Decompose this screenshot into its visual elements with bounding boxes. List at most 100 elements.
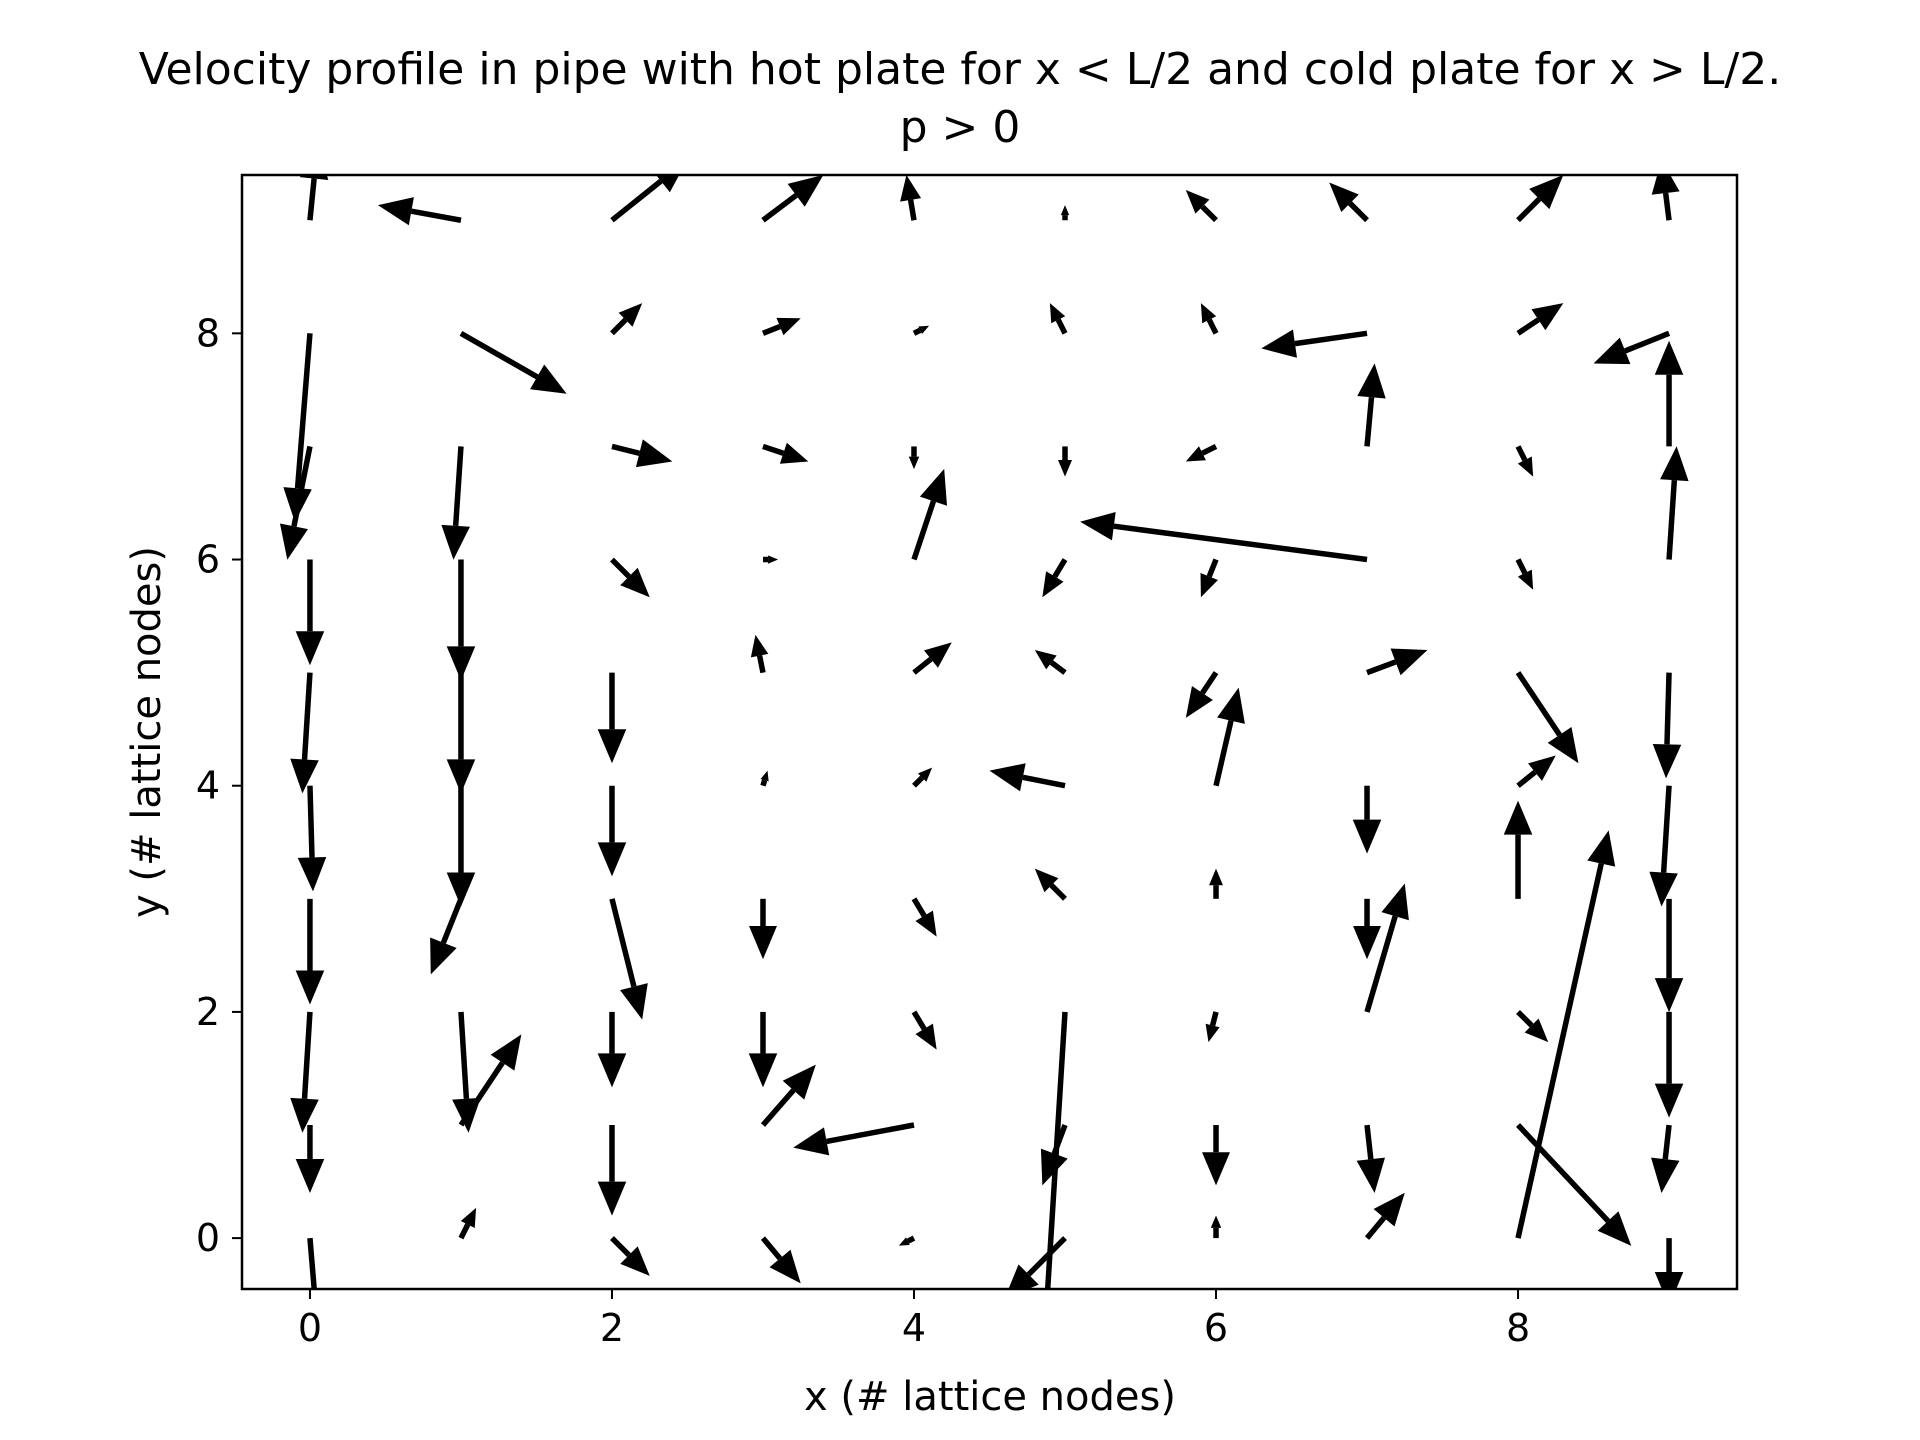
velocity-arrow — [761, 317, 801, 336]
arrow-shaft — [440, 897, 464, 944]
arrow-shaft — [1660, 785, 1672, 873]
arrow-head — [1660, 446, 1689, 482]
arrow-shaft — [761, 323, 781, 336]
arrow-shaft — [1206, 558, 1219, 578]
arrow-head — [915, 910, 937, 937]
velocity-arrow — [1515, 671, 1579, 764]
y-tick-label: 4 — [196, 764, 220, 808]
arrow-shaft — [1516, 769, 1537, 788]
arrow-head — [1058, 460, 1072, 477]
arrow-head — [779, 442, 809, 464]
arrow-head — [1217, 687, 1245, 724]
arrow-shaft — [1201, 443, 1218, 456]
velocity-arrow — [295, 559, 325, 666]
arrow-head — [919, 468, 947, 506]
arrow-head — [1597, 1211, 1632, 1246]
y-tick-label: 6 — [196, 538, 220, 582]
velocity-arrow — [898, 1235, 916, 1246]
arrow-shaft — [911, 1010, 927, 1031]
velocity-arrow — [900, 175, 922, 221]
velocity-arrow — [1356, 1124, 1386, 1193]
velocity-arrow — [299, 175, 329, 221]
arrow-head — [290, 758, 319, 794]
arrow-shaft — [609, 898, 637, 988]
arrow-head — [1390, 648, 1428, 676]
arrow-head — [1060, 205, 1070, 216]
velocity-arrow — [1353, 898, 1381, 960]
velocity-arrow — [1516, 755, 1556, 788]
velocity-arrow — [1185, 190, 1218, 223]
arrow-shaft — [301, 1011, 313, 1099]
arrow-head — [1356, 1157, 1386, 1193]
velocity-arrow — [1205, 1011, 1220, 1043]
velocity-arrow — [297, 785, 327, 892]
velocity-arrow — [283, 333, 313, 523]
velocity-arrow — [760, 1064, 816, 1127]
velocity-arrow — [597, 672, 627, 764]
x-tick-label: 2 — [600, 1306, 624, 1350]
velocity-arrow — [295, 1125, 325, 1193]
chart-title: Velocity profile in pipe with hot plate … — [138, 44, 1782, 95]
arrow-shaft — [1294, 330, 1368, 347]
arrow-shaft — [1366, 659, 1397, 676]
arrow-head — [760, 770, 769, 782]
arrow-shaft — [610, 317, 628, 336]
arrow-head — [1209, 868, 1223, 886]
velocity-arrow — [1034, 649, 1067, 675]
arrow-shaft — [1666, 480, 1678, 560]
arrow-head — [377, 197, 414, 226]
arrow-head — [279, 523, 308, 560]
arrow-shaft — [610, 178, 663, 223]
arrow-head — [1034, 649, 1057, 670]
arrow-shaft — [1664, 672, 1672, 745]
arrow-head — [446, 759, 476, 794]
velocity-arrow — [760, 1236, 801, 1284]
arrow-head — [1517, 569, 1534, 590]
arrow-shaft — [1364, 915, 1398, 1013]
arrow-head — [295, 1158, 325, 1193]
arrow-head — [297, 857, 327, 892]
arrow-shaft — [911, 897, 927, 918]
arrow-shaft — [1055, 318, 1068, 335]
velocity-arrow — [1593, 330, 1671, 365]
arrow-shaft — [912, 327, 922, 336]
arrow-head — [749, 925, 777, 960]
arrow-head — [989, 763, 1026, 792]
arrow-shaft — [760, 1088, 796, 1127]
x-tick-label: 4 — [902, 1306, 926, 1350]
velocity-arrow — [1515, 830, 1616, 1239]
arrow-shaft — [452, 446, 464, 526]
velocity-arrow — [1049, 303, 1068, 335]
velocity-arrow — [1515, 558, 1534, 590]
velocity-arrow — [793, 1122, 915, 1156]
arrow-head — [1210, 1215, 1222, 1228]
arrow-head — [1652, 743, 1682, 779]
arrow-head — [769, 1249, 801, 1284]
arrow-shaft — [1044, 1011, 1068, 1289]
arrow-shaft — [1515, 671, 1562, 737]
velocity-arrow — [911, 897, 937, 937]
velocity-arrow — [1080, 512, 1368, 563]
velocity-arrow — [610, 175, 680, 223]
arrow-head — [295, 631, 325, 666]
arrow-head — [1654, 1083, 1684, 1118]
velocity-arrow — [1652, 672, 1682, 779]
arrow-shaft — [410, 208, 462, 223]
arrow-shaft — [1662, 192, 1672, 221]
velocity-arrow — [611, 439, 673, 468]
velocity-arrow — [760, 770, 769, 787]
arrow-head — [446, 872, 476, 907]
arrow-shaft — [1200, 204, 1218, 223]
velocity-arrow — [610, 557, 650, 598]
velocity-arrow — [1654, 898, 1684, 1013]
arrow-head — [1593, 337, 1631, 365]
velocity-arrow — [1651, 175, 1680, 221]
arrow-shaft — [458, 1223, 471, 1240]
arrow-head — [620, 567, 650, 598]
arrow-shaft — [760, 1236, 783, 1261]
arrow-head — [748, 1053, 778, 1088]
velocity-arrow — [750, 634, 769, 674]
arrow-head — [1034, 868, 1059, 893]
arrow-head — [597, 842, 627, 877]
arrow-head — [1547, 727, 1579, 764]
